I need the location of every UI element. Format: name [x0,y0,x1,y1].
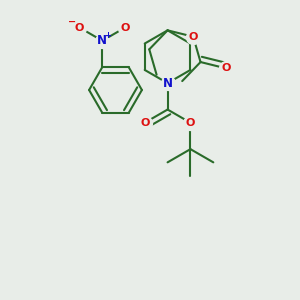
Text: O: O [188,32,198,42]
Text: N: N [97,34,107,47]
Text: −: − [68,17,76,27]
Text: O: O [186,118,195,128]
Text: N: N [163,76,172,90]
Text: O: O [121,22,130,32]
Text: O: O [140,118,149,128]
Text: O: O [221,63,231,74]
Text: O: O [75,22,84,32]
Text: +: + [104,32,111,40]
